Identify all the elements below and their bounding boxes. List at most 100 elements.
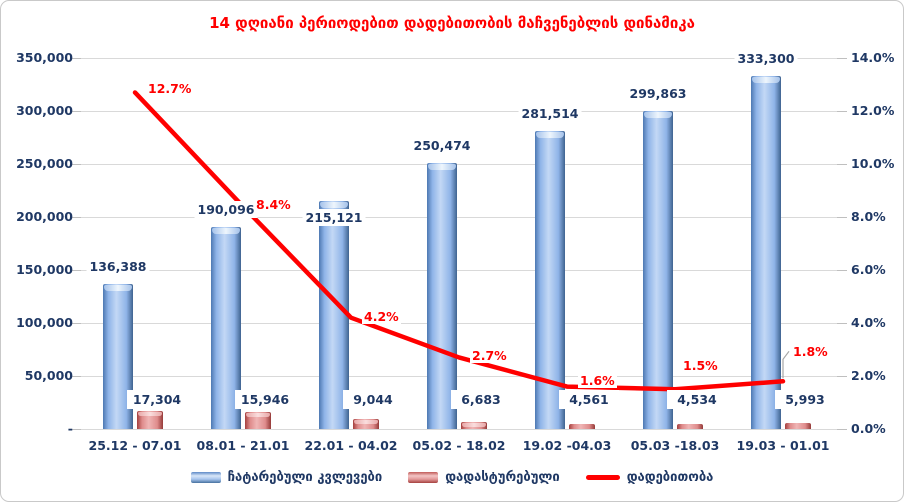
x-category-label: 05.02 - 18.02 [412, 438, 506, 453]
bar-red-swatch-icon [408, 472, 439, 483]
left-tick-mark [71, 58, 81, 59]
bar-value-label-tests: 215,121 [302, 208, 366, 226]
legend-label: დადასტურებული [445, 470, 560, 485]
bar-confirmed [461, 421, 487, 429]
x-category-label: 19.03 - 01.01 [736, 438, 830, 453]
bar-top-highlight [428, 164, 456, 171]
bar-confirmed [785, 422, 811, 429]
bar-top-highlight [644, 112, 672, 119]
right-tick-mark [837, 111, 847, 112]
bar-tests-conducted [535, 130, 565, 429]
left-tick-mark [71, 429, 81, 430]
bar-confirmed [245, 412, 271, 429]
right-tick-mark [837, 323, 847, 324]
gridline [81, 270, 837, 271]
left-tick-mark [71, 164, 81, 165]
legend-label: დადებითობა [626, 470, 714, 485]
legend-item-line-red: დადებითობა [585, 470, 714, 485]
bar-top-highlight [138, 411, 162, 416]
left-tick-mark [71, 376, 81, 377]
line-point-label: 1.5% [681, 358, 720, 374]
bar-top-highlight [320, 201, 348, 208]
x-category-label: 08.01 - 21.01 [196, 438, 290, 453]
bar-value-label-confirmed: 4,561 [559, 390, 619, 409]
bar-value-label-confirmed: 17,304 [127, 390, 187, 409]
bar-value-label-confirmed: 6,683 [451, 390, 511, 409]
y-left-tick-label: 200,000 [16, 209, 73, 224]
gridline [81, 111, 837, 112]
legend: ჩატარებული კვლევები დადასტურებული დადებითო… [1, 470, 903, 485]
bar-confirmed [137, 410, 163, 429]
x-category-label: 22.01 - 04.02 [304, 438, 398, 453]
bar-value-label-tests: 281,514 [518, 104, 582, 122]
x-category-label: 19.02 -04.03 [522, 438, 612, 453]
right-tick-mark [837, 217, 847, 218]
y-right-tick-label: 12.0% [851, 103, 895, 118]
gridline [81, 376, 837, 377]
chart-title: 14 დღიანი პერიოდებით დადებითობის მაჩვენე… [209, 14, 695, 32]
left-tick-mark [71, 111, 81, 112]
bar-value-label-confirmed: 9,044 [343, 390, 403, 409]
legend-label: ჩატარებული კვლევები [227, 470, 383, 485]
bar-top-highlight [246, 413, 270, 418]
bar-value-label-confirmed: 15,946 [235, 390, 295, 409]
bar-value-label-tests: 136,388 [86, 258, 150, 276]
legend-item-bar-blue: ჩატარებული კვლევები [190, 470, 383, 485]
y-left-tick-label: 250,000 [16, 156, 73, 171]
last-point-leader-line [782, 350, 790, 379]
y-right-tick-label: 0.0% [851, 421, 886, 436]
bar-top-highlight [536, 131, 564, 138]
bar-tests-conducted [643, 111, 673, 429]
bar-tests-conducted [751, 75, 781, 429]
right-tick-mark [837, 270, 847, 271]
y-right-tick-label: 4.0% [851, 315, 886, 330]
left-tick-mark [71, 217, 81, 218]
line-point-label: 12.7% [146, 81, 194, 97]
bar-value-label-tests: 250,474 [410, 137, 474, 155]
gridline [81, 58, 837, 59]
legend-item-bar-red: დადასტურებული [408, 470, 560, 485]
bar-confirmed [353, 419, 379, 429]
x-category-label: 25.12 - 07.01 [88, 438, 182, 453]
bar-top-highlight [212, 228, 240, 235]
y-right-tick-label: 10.0% [851, 156, 895, 171]
y-left-tick-label: - [67, 421, 73, 436]
gridline [81, 323, 837, 324]
bar-value-label-confirmed: 4,534 [667, 390, 727, 409]
bar-top-highlight [462, 422, 486, 427]
y-right-tick-label: 6.0% [851, 262, 886, 277]
gridline [81, 429, 837, 430]
y-left-tick-label: 300,000 [16, 103, 73, 118]
bar-value-label-confirmed: 5,993 [775, 390, 835, 409]
bar-value-label-tests: 299,863 [626, 85, 690, 103]
line-point-label: 2.7% [470, 348, 509, 364]
line-red-swatch-icon [585, 475, 620, 480]
y-left-tick-label: 50,000 [24, 368, 73, 383]
bar-top-highlight [104, 285, 132, 292]
line-point-label: 4.2% [362, 308, 401, 324]
line-point-label: 8.4% [254, 197, 293, 213]
gridline [81, 164, 837, 165]
right-tick-mark [837, 376, 847, 377]
bar-blue-swatch-icon [190, 472, 221, 483]
line-point-label: 1.8% [791, 344, 830, 360]
line-point-label: 1.6% [578, 372, 617, 388]
bar-confirmed [677, 424, 703, 429]
bar-value-label-tests: 190,096 [194, 201, 258, 219]
right-tick-mark [837, 429, 847, 430]
bar-top-highlight [752, 76, 780, 83]
left-tick-mark [71, 270, 81, 271]
bar-confirmed [569, 424, 595, 429]
y-right-tick-label: 8.0% [851, 209, 886, 224]
y-right-tick-label: 2.0% [851, 368, 886, 383]
y-left-tick-label: 150,000 [16, 262, 73, 277]
x-category-label: 05.03 -18.03 [630, 438, 720, 453]
left-tick-mark [71, 323, 81, 324]
y-left-tick-label: 100,000 [16, 315, 73, 330]
y-left-tick-label: 350,000 [16, 50, 73, 65]
y-right-tick-label: 14.0% [851, 50, 895, 65]
right-tick-mark [837, 164, 847, 165]
bar-top-highlight [354, 420, 378, 425]
right-tick-mark [837, 58, 847, 59]
